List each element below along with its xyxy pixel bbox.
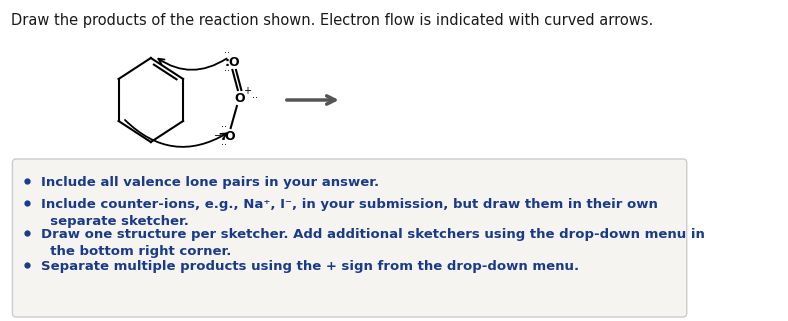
Text: ··: ··: [225, 48, 230, 58]
FancyBboxPatch shape: [13, 159, 687, 317]
Text: Draw one structure per sketcher. Add additional sketchers using the drop-down me: Draw one structure per sketcher. Add add…: [41, 228, 704, 258]
Text: ··: ··: [221, 140, 227, 150]
Text: Draw the products of the reaction shown. Electron flow is indicated with curved : Draw the products of the reaction shown.…: [11, 13, 653, 28]
Text: −: −: [214, 131, 222, 141]
Text: O: O: [234, 91, 245, 105]
Text: Separate multiple products using the + sign from the drop-down menu.: Separate multiple products using the + s…: [41, 260, 579, 273]
Text: +: +: [243, 86, 251, 96]
Text: ··: ··: [221, 122, 227, 132]
Text: :O: :O: [221, 129, 236, 143]
Text: :O: :O: [225, 56, 240, 68]
Text: ··: ··: [252, 93, 258, 103]
Text: ··: ··: [225, 66, 230, 76]
Text: Include all valence lone pairs in your answer.: Include all valence lone pairs in your a…: [41, 176, 379, 189]
Text: Include counter-ions, e.g., Na⁺, I⁻, in your submission, but draw them in their : Include counter-ions, e.g., Na⁺, I⁻, in …: [41, 198, 658, 228]
